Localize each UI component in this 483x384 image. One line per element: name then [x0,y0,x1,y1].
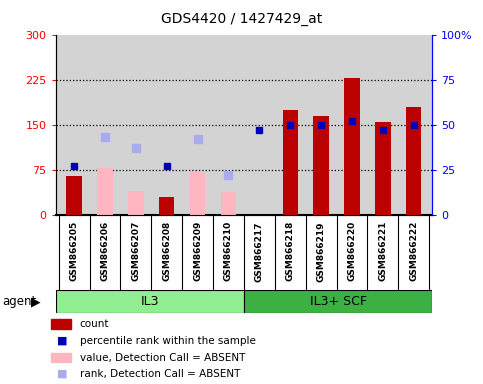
Text: GSM866208: GSM866208 [162,221,171,281]
Text: IL3: IL3 [141,295,159,308]
Text: IL3+ SCF: IL3+ SCF [310,295,367,308]
Text: GSM866222: GSM866222 [409,221,418,281]
Text: GSM866206: GSM866206 [100,221,110,281]
Text: ▶: ▶ [31,295,41,308]
Text: percentile rank within the sample: percentile rank within the sample [80,336,256,346]
Text: rank, Detection Call = ABSENT: rank, Detection Call = ABSENT [80,369,240,379]
Bar [344,78,360,215]
Bar [190,172,205,215]
Bar [66,176,82,215]
Text: agent: agent [2,295,37,308]
Bar [97,168,113,215]
Bar [375,122,391,215]
Text: count: count [80,319,109,329]
Text: GSM866210: GSM866210 [224,221,233,281]
Text: GSM866220: GSM866220 [347,221,356,281]
Bar [313,116,329,215]
Bar [221,192,236,215]
Text: GSM866207: GSM866207 [131,221,141,281]
Text: GSM866205: GSM866205 [70,221,79,281]
Text: GSM866209: GSM866209 [193,221,202,281]
Bar [128,191,143,215]
Text: GSM866217: GSM866217 [255,221,264,281]
Text: ■: ■ [57,369,67,379]
Text: value, Detection Call = ABSENT: value, Detection Call = ABSENT [80,353,245,362]
Text: GSM866221: GSM866221 [378,221,387,281]
Bar [159,197,174,215]
Text: GSM866218: GSM866218 [286,221,295,281]
Text: GDS4420 / 1427429_at: GDS4420 / 1427429_at [161,12,322,25]
Text: ■: ■ [57,336,67,346]
Text: GSM866219: GSM866219 [317,221,326,281]
Bar [56,290,244,313]
Bar [406,107,422,215]
Bar [244,290,432,313]
Bar [283,110,298,215]
